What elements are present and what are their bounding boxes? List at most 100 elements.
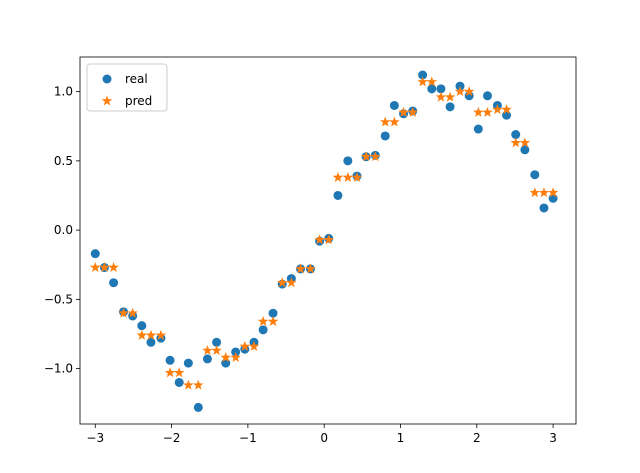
x-tick-label: 2 — [473, 431, 481, 445]
real-point — [418, 70, 428, 80]
pred-point — [360, 151, 372, 162]
real-point — [389, 100, 399, 110]
pred-point — [202, 345, 213, 356]
pred-point — [230, 352, 241, 362]
pred-point — [276, 277, 288, 288]
pred-point — [482, 106, 493, 117]
pred-point — [538, 187, 550, 198]
pred-point — [473, 106, 484, 117]
real-point — [380, 131, 390, 141]
pred-point — [239, 340, 251, 351]
real-point — [482, 91, 492, 101]
x-tick-label: −3 — [86, 431, 104, 445]
pred-point — [351, 171, 363, 182]
real-point — [174, 377, 184, 387]
legend-marker-pred — [101, 95, 113, 106]
pred-point — [220, 352, 231, 362]
pred-point — [332, 171, 344, 182]
pred-point — [155, 329, 167, 340]
pred-point — [108, 262, 119, 272]
pred-point — [118, 307, 129, 318]
x-tick-label: 3 — [549, 431, 557, 445]
pred-point — [305, 263, 316, 274]
pred-point — [90, 262, 101, 272]
pred-point — [193, 379, 204, 390]
y-tick-label: −0.5 — [44, 292, 73, 306]
pred-point — [164, 367, 176, 378]
pred-point — [183, 379, 194, 390]
real-point — [548, 193, 558, 203]
real-point — [268, 308, 278, 318]
pred-point — [510, 137, 521, 148]
real-point — [221, 358, 231, 368]
real-point — [445, 102, 455, 112]
real-point — [212, 337, 222, 347]
pred-point — [529, 187, 541, 198]
pred-point — [389, 116, 400, 127]
pred-point — [463, 86, 475, 97]
real-point — [231, 347, 241, 357]
real-point — [511, 130, 521, 140]
real-point — [455, 81, 465, 91]
x-tick-label: −1 — [239, 431, 257, 445]
pred-point — [323, 234, 334, 245]
pred-point — [380, 116, 391, 127]
x-tick-label: 0 — [320, 431, 328, 445]
real-point — [502, 110, 512, 120]
pred-point — [454, 86, 466, 97]
pred-point — [136, 329, 148, 340]
pred-point — [407, 106, 418, 117]
pred-point — [398, 106, 409, 117]
pred-point — [342, 171, 354, 182]
pred-point — [173, 367, 185, 378]
real-point — [109, 278, 119, 288]
pred-point — [501, 104, 512, 115]
real-point — [539, 203, 549, 213]
y-tick-label: 0.5 — [54, 154, 73, 168]
pred-point — [426, 76, 438, 87]
pred-point — [435, 91, 447, 102]
pred-point — [417, 76, 428, 87]
pred-point — [519, 137, 531, 148]
pred-point — [286, 277, 297, 288]
real-point — [146, 337, 156, 347]
real-point — [90, 249, 100, 259]
pred-point — [547, 187, 559, 198]
legend-marker-real — [102, 74, 112, 84]
pred-point — [444, 91, 456, 102]
pred-point — [492, 104, 503, 115]
pred-point — [99, 262, 110, 272]
real-point — [333, 190, 343, 200]
real-point — [473, 124, 483, 134]
pred-point — [370, 151, 381, 162]
pred-point — [248, 340, 260, 351]
legend-label-pred: pred — [125, 94, 152, 108]
real-point — [183, 358, 193, 368]
real-point — [165, 355, 175, 365]
pred-point — [257, 316, 269, 326]
pred-point — [295, 263, 306, 274]
x-tick-label: −2 — [163, 431, 181, 445]
axes-frame — [79, 56, 577, 425]
legend-label-real: real — [125, 72, 148, 86]
pred-point — [127, 307, 138, 318]
pred-point — [314, 234, 325, 245]
pred-point — [211, 345, 222, 356]
x-tick-label: 1 — [397, 431, 405, 445]
real-point — [530, 170, 540, 180]
real-point — [520, 145, 530, 155]
y-tick-label: 0.0 — [54, 223, 73, 237]
real-point — [193, 402, 203, 412]
real-point — [258, 325, 268, 335]
y-tick-label: −1.0 — [44, 362, 73, 376]
real-point — [137, 321, 147, 331]
real-point — [436, 84, 446, 94]
plot-area: −3 −2 −1 0 1 2 3 −1.0 −0.5 0.0 0.5 1.0 real pred — [44, 56, 577, 445]
pred-point — [145, 329, 157, 340]
y-tick-label: 1.0 — [54, 85, 73, 99]
real-point — [202, 354, 212, 364]
pred-point — [267, 316, 279, 326]
real-point — [427, 84, 437, 94]
real-point — [343, 156, 353, 166]
